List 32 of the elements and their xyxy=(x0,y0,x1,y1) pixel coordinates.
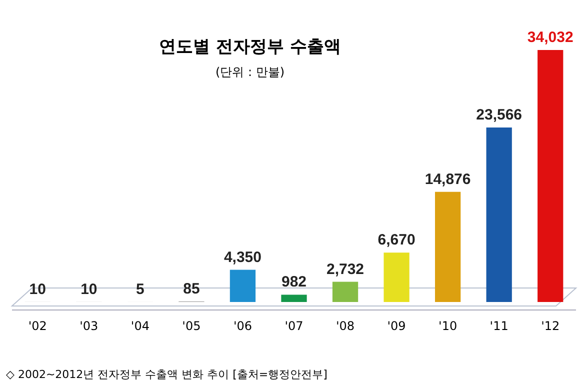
x-tick-label: '12 xyxy=(541,319,560,333)
data-label: 34,032 xyxy=(527,29,574,46)
text: ◇ 2002~2012년 전자정부 수출액 변화 추이 [출처=행정안전부] xyxy=(6,368,328,381)
data-label: 4,350 xyxy=(224,248,262,266)
data-label: 23,566 xyxy=(476,106,522,124)
bar xyxy=(538,50,564,302)
x-tick-label: '08 xyxy=(336,319,355,333)
x-tick-label: '03 xyxy=(80,319,98,333)
x-tick-label: '05 xyxy=(182,319,201,333)
data-label: 10 xyxy=(80,280,98,298)
data-label: 2,732 xyxy=(326,260,364,278)
x-tick-label: '10 xyxy=(438,319,458,333)
text: (단위 : 만불) xyxy=(215,65,285,79)
chart-title: 연도별 전자정부 수출액 xyxy=(159,37,341,57)
bar xyxy=(435,192,461,302)
bar xyxy=(332,282,358,302)
bar xyxy=(230,270,256,302)
x-tick-label: '04 xyxy=(130,319,150,333)
data-label: 6,670 xyxy=(378,232,416,249)
bar xyxy=(384,252,410,302)
x-tick-label: '09 xyxy=(387,319,406,333)
data-label: 85 xyxy=(183,280,200,298)
data-label: 14,876 xyxy=(424,170,471,188)
data-label: 10 xyxy=(29,280,46,298)
data-label: 5 xyxy=(136,280,144,298)
bar xyxy=(486,128,512,302)
x-tick-label: '07 xyxy=(284,319,304,333)
x-tick-label: '11 xyxy=(490,319,508,333)
data-label: 982 xyxy=(281,274,307,291)
bar xyxy=(281,294,307,302)
x-tick-label: '02 xyxy=(28,319,47,333)
x-tick-label: '06 xyxy=(233,319,252,333)
